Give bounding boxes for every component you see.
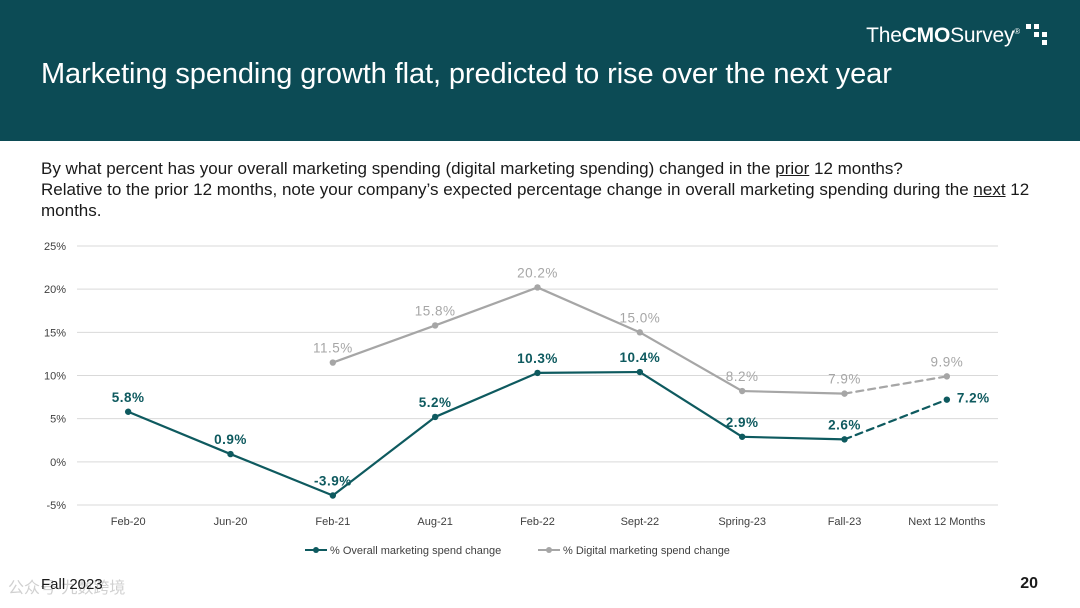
digital-series-segment — [434, 286, 539, 327]
overall-series-segment — [843, 398, 948, 441]
line-chart: -5% 0% 5% 10% 15% 20% 25% Feb-20 Jun-20 Feb-21 Aug… — [44, 241, 998, 557]
y-tick-label: 10% — [44, 371, 66, 383]
q2-after: 12 months. — [41, 180, 1030, 220]
legend-overall-marker — [313, 547, 319, 553]
digital-data-point — [636, 329, 644, 336]
q2-emphasis: next — [973, 180, 1006, 199]
overall-data-label: 2.6% — [828, 417, 861, 432]
overall-series-segment — [638, 370, 744, 438]
logo-cmo: CMO — [901, 24, 951, 47]
overall-series-segment — [127, 410, 232, 456]
digital-data-point — [329, 359, 337, 366]
header-banner: TheCMOSurvey® Marketing spending growth … — [0, 0, 1080, 141]
digital-data-point — [431, 322, 439, 329]
digital-data-label: 9.9% — [930, 354, 963, 369]
logo-registered-mark: ® — [1014, 27, 1020, 36]
overall-data-label: -3.9% — [314, 474, 352, 489]
page-number: 20 — [1020, 575, 1038, 592]
x-tick-label: Aug-21 — [417, 516, 452, 528]
x-tick-label: Feb-21 — [315, 516, 350, 528]
digital-data-label: 20.2% — [517, 265, 558, 280]
logo-the: The — [866, 24, 902, 47]
overall-data-point — [738, 433, 746, 440]
q2-before: Relative to the prior 12 months, note yo… — [41, 180, 974, 199]
overall-series-segment — [434, 371, 539, 419]
overall-series-segment — [741, 435, 846, 441]
legend-digital-label: % Digital marketing spend change — [563, 545, 730, 557]
question-line-1: By what percent has your overall marketi… — [41, 158, 1041, 179]
overall-data-point — [841, 436, 848, 443]
cmo-survey-logo: TheCMOSurvey® — [866, 18, 1054, 48]
overall-data-label: 5.8% — [112, 390, 145, 405]
x-tick-label: Next 12 Months — [908, 516, 986, 528]
logo-survey: Survey — [950, 24, 1015, 47]
digital-series-segment — [843, 375, 948, 395]
x-tick-label: Fall-23 — [828, 516, 862, 528]
y-tick-label: 25% — [44, 241, 66, 253]
overall-data-label: 0.9% — [214, 432, 247, 447]
digital-series-segment — [536, 286, 641, 334]
page-title: Marketing spending growth flat, predicte… — [41, 58, 892, 90]
digital-data-label: 15.8% — [415, 303, 456, 318]
digital-data-label: 7.9% — [828, 372, 861, 387]
digital-series-segment — [331, 324, 437, 364]
digital-data-point — [534, 284, 541, 291]
y-tick-label: -5% — [46, 500, 66, 512]
footer-date: Fall 2023 — [41, 576, 103, 593]
y-tick-label: 5% — [50, 414, 66, 426]
overall-series-segment — [229, 452, 334, 497]
x-tick-label: Feb-22 — [520, 516, 555, 528]
overall-data-point — [534, 369, 541, 377]
legend-digital-marker — [546, 547, 552, 553]
digital-data-label: 15.0% — [619, 310, 660, 325]
digital-series-segment — [741, 389, 846, 395]
y-tick-label: 15% — [44, 327, 66, 339]
overall-data-point — [124, 408, 132, 415]
logo-dots-icon — [1024, 18, 1054, 46]
legend-overall-label: % Overall marketing spend change — [330, 545, 501, 557]
q1-after: 12 months? — [809, 159, 903, 178]
y-tick-label: 20% — [44, 284, 66, 296]
digital-data-label: 8.2% — [726, 369, 759, 384]
overall-data-label: 10.3% — [517, 351, 558, 366]
overall-series-segment — [536, 370, 641, 375]
overall-data-point — [329, 492, 337, 499]
survey-question: By what percent has your overall marketi… — [41, 158, 1041, 221]
digital-data-point — [841, 390, 848, 397]
x-tick-label: Sept-22 — [621, 516, 660, 528]
y-tick-label: 0% — [50, 457, 66, 469]
overall-data-label: 5.2% — [419, 395, 452, 410]
overall-series-segment — [331, 415, 437, 497]
x-tick-label: Spring-23 — [718, 516, 766, 528]
x-tick-label: Feb-20 — [111, 516, 146, 528]
overall-data-label: 10.4% — [619, 350, 660, 365]
q1-emphasis: prior — [775, 159, 810, 178]
overall-data-label: 7.2% — [957, 391, 990, 406]
logo-wordmark: TheCMOSurvey® — [866, 18, 1020, 50]
overall-data-point — [227, 450, 234, 458]
digital-data-label: 11.5% — [313, 341, 353, 356]
overall-data-point — [431, 413, 439, 421]
q1-before: By what percent has your overall marketi… — [41, 159, 776, 178]
x-tick-label: Jun-20 — [214, 516, 248, 528]
digital-data-point — [943, 373, 951, 380]
digital-data-point — [738, 387, 746, 395]
digital-series-segment — [638, 331, 744, 393]
overall-data-label: 2.9% — [726, 415, 759, 430]
overall-data-point — [943, 396, 951, 403]
overall-data-point — [636, 368, 644, 376]
question-line-2: Relative to the prior 12 months, note yo… — [41, 179, 1041, 221]
